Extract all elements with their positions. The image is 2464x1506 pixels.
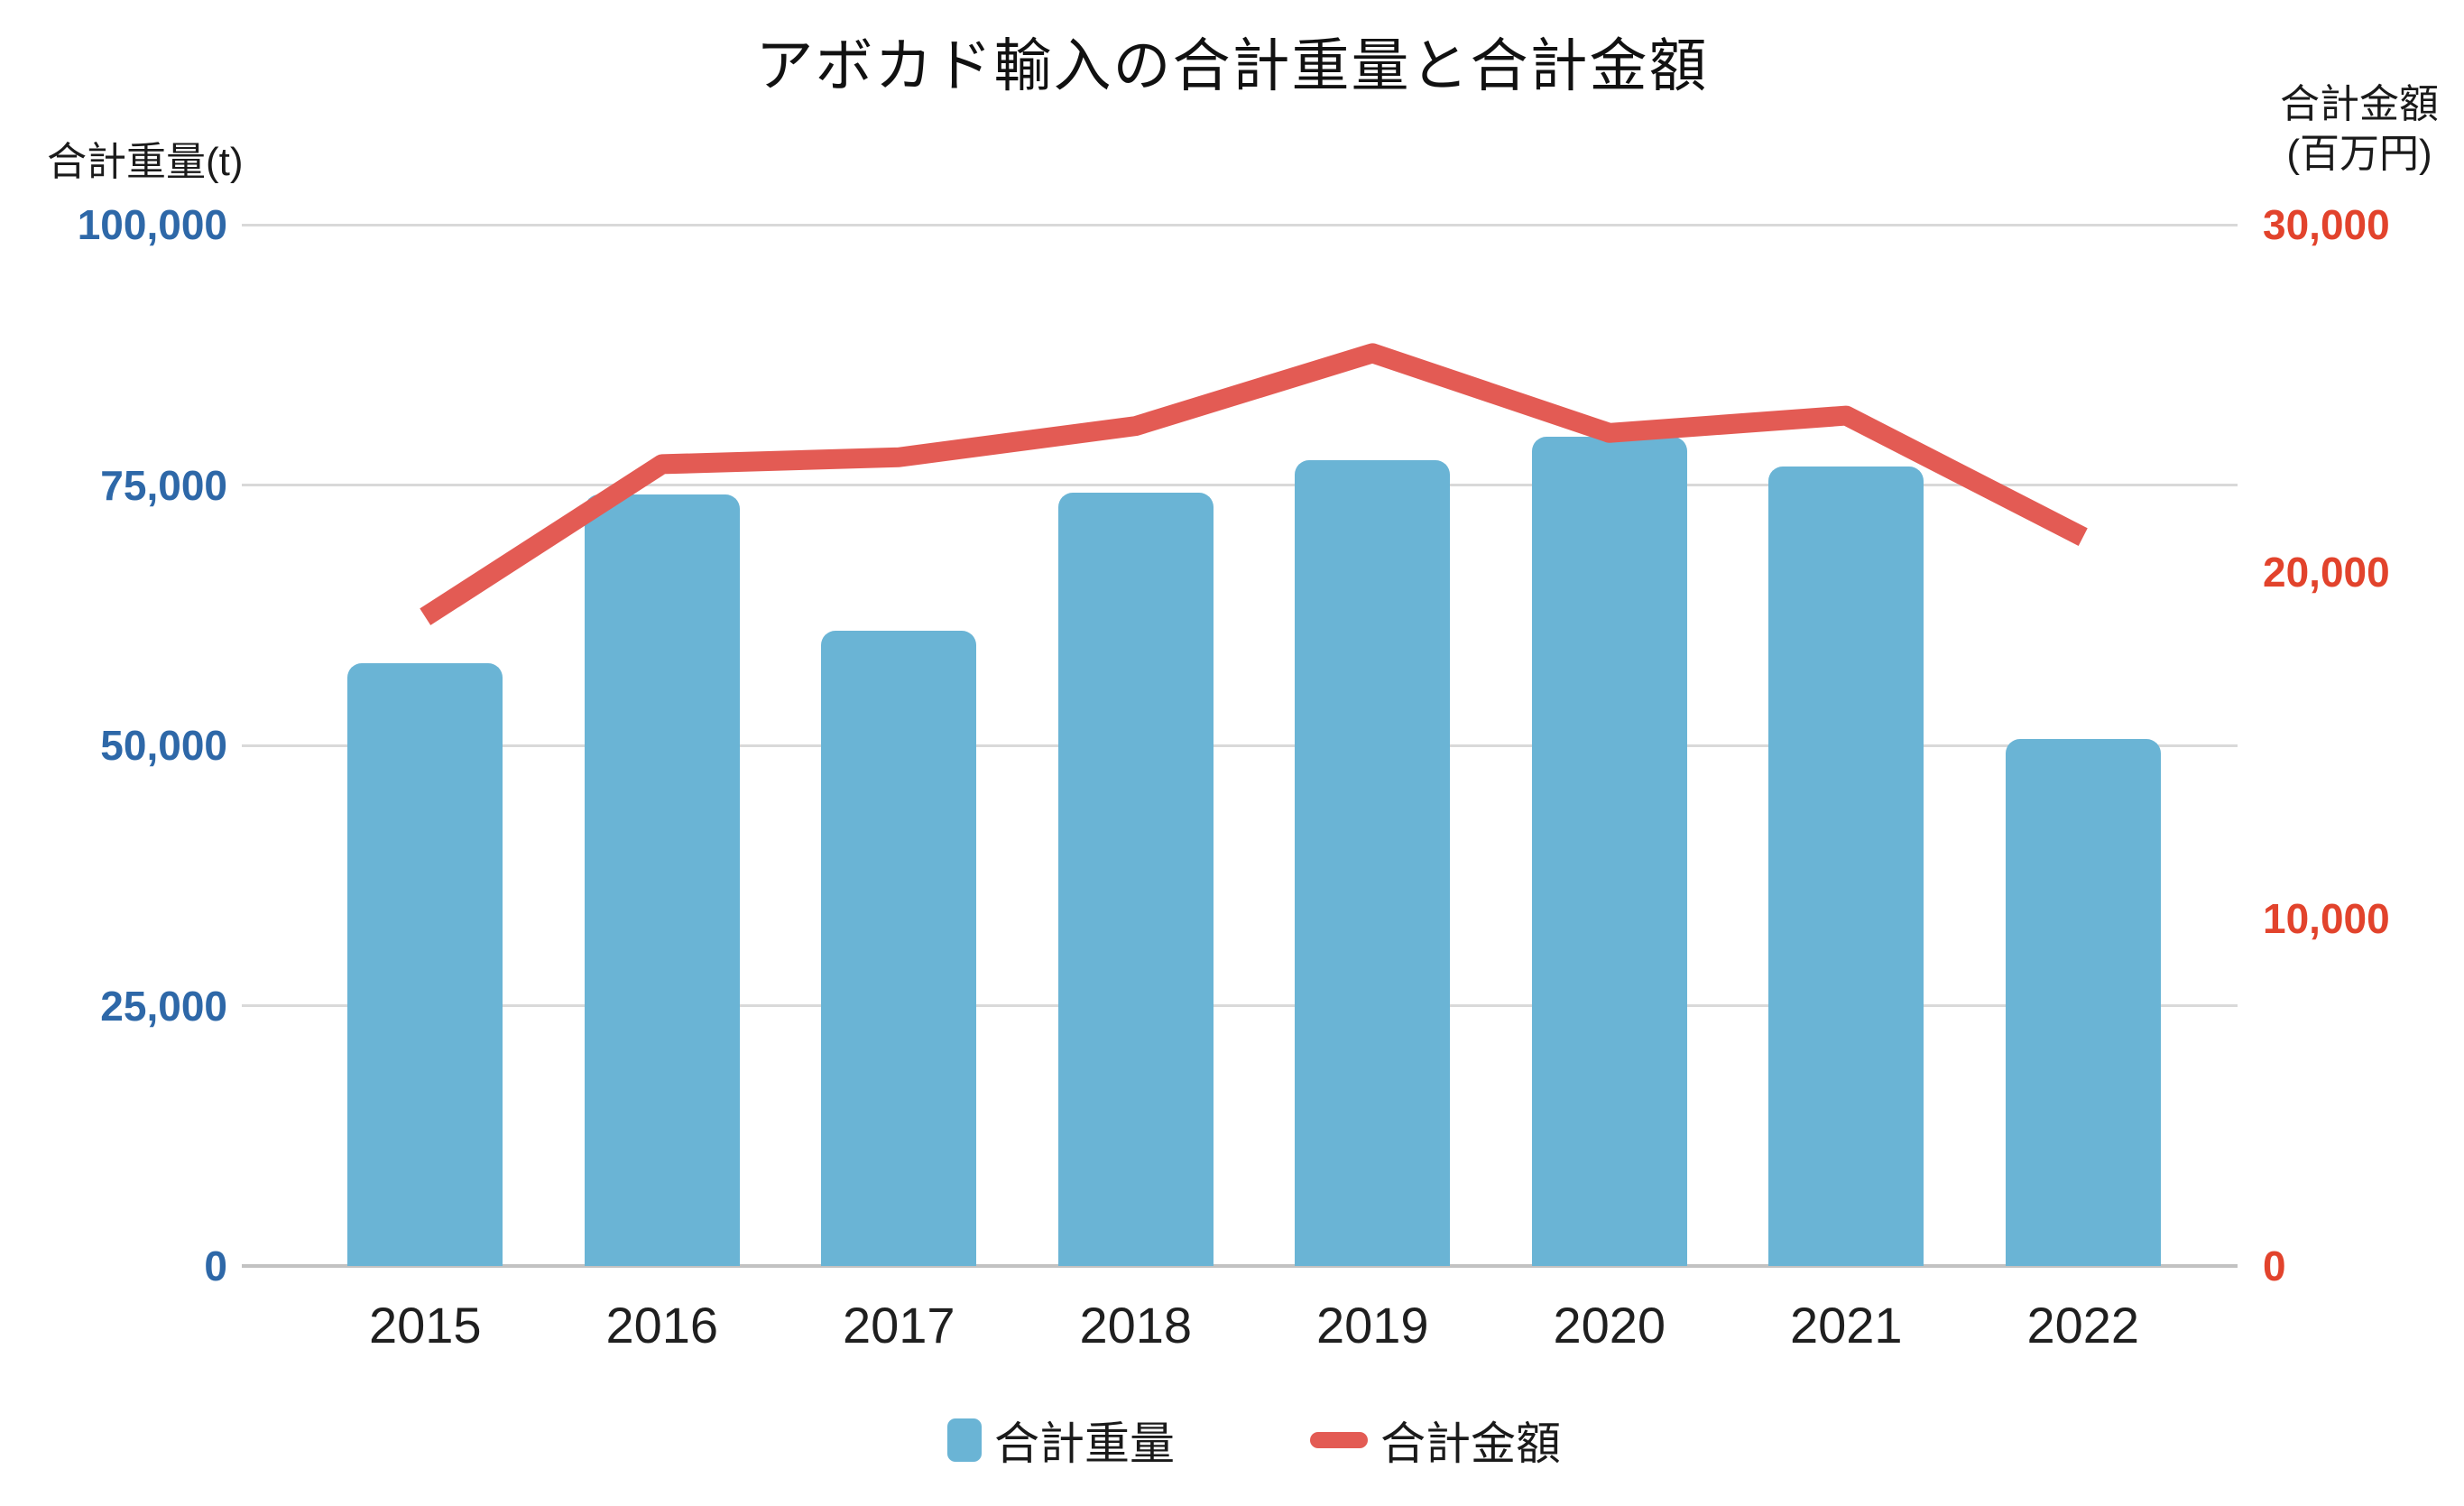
- x-label-2017: 2017: [842, 1297, 955, 1354]
- amount-swatch-icon: [1310, 1432, 1368, 1448]
- bar-2018: [1057, 492, 1214, 1266]
- bar-2022: [2005, 739, 2161, 1266]
- bar-2015: [347, 662, 503, 1266]
- right-axis-title-line1: 合計金額: [2280, 82, 2439, 126]
- bar-2020: [1531, 437, 1687, 1266]
- gridline: [242, 744, 2238, 747]
- x-label-2022: 2022: [2026, 1297, 2140, 1354]
- x-label-2015: 2015: [368, 1297, 482, 1354]
- bar-2019: [1295, 459, 1451, 1266]
- legend-weight-label: 合計重量: [994, 1418, 1175, 1469]
- x-label-2016: 2016: [605, 1297, 719, 1354]
- right-tick-label: 30,000: [2263, 201, 2390, 248]
- x-axis-line: [242, 1264, 2238, 1268]
- bar-2021: [1768, 466, 1924, 1266]
- weight-swatch-icon: [947, 1418, 982, 1462]
- left-tick-label: 75,000: [100, 461, 227, 509]
- left-axis-title: 合計重量(t): [47, 140, 244, 184]
- legend-item-weight: 合計重量: [947, 1408, 1175, 1473]
- left-tick-label: 0: [204, 1243, 227, 1289]
- chart-title: アボカド輸入の合計重量と合計金額: [755, 33, 1709, 98]
- left-tick-label: 25,000: [100, 982, 227, 1030]
- gridline: [242, 1004, 2238, 1007]
- legend-amount-label: 合計金額: [1380, 1418, 1561, 1469]
- legend-item-amount: 合計金額: [1310, 1408, 1561, 1473]
- x-label-2021: 2021: [1789, 1297, 1903, 1354]
- bar-2017: [821, 631, 977, 1266]
- x-label-2019: 2019: [1315, 1297, 1429, 1354]
- right-tick-label: 0: [2263, 1243, 2286, 1289]
- gridline: [242, 484, 2238, 486]
- x-label-2020: 2020: [1553, 1297, 1666, 1354]
- right-tick-label: 10,000: [2263, 895, 2390, 943]
- x-label-2018: 2018: [1079, 1297, 1193, 1354]
- legend: 合計重量 合計金額: [947, 1408, 1561, 1473]
- right-axis-title-line2: (百万円): [2286, 132, 2432, 176]
- right-tick-label: 20,000: [2263, 548, 2390, 596]
- left-tick-label: 100,000: [77, 201, 227, 248]
- bar-2016: [584, 494, 740, 1266]
- right-axis-title: 合計金額 (百万円): [2280, 79, 2439, 179]
- gridline: [242, 223, 2238, 226]
- left-tick-label: 50,000: [100, 722, 227, 769]
